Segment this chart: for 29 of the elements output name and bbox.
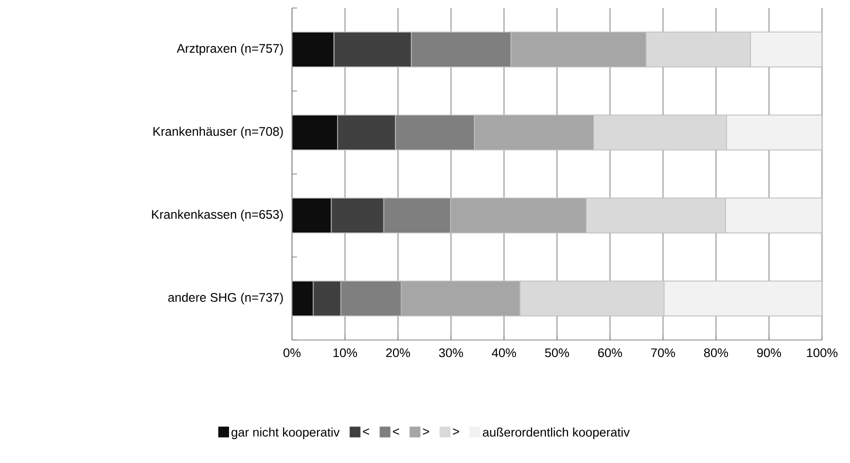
y-tick-label: Arztpraxen (n=757)	[176, 44, 283, 56]
x-tick-label: 90%	[757, 348, 782, 358]
legend-label: außerordentlich kooperativ	[482, 428, 630, 440]
legend-label: gar nicht kooperativ	[232, 428, 340, 440]
x-tick-label: 80%	[704, 348, 728, 358]
x-tick-label: 0%	[283, 348, 301, 358]
y-tick-label: Krankenhäuser (n=708)	[153, 126, 283, 138]
x-tick-label: 10%	[333, 348, 358, 358]
x-tick-label: 60%	[598, 348, 622, 358]
bar	[292, 32, 334, 68]
y-tick-label: andere SHG (n=737)	[168, 292, 283, 304]
bar	[725, 198, 822, 234]
x-tick-label: 30%	[439, 348, 464, 358]
bar	[292, 280, 314, 316]
legend-label: >	[452, 428, 460, 435]
y-tick-label: Krankenkassen (n=653)	[152, 210, 283, 222]
x-tick-label: 40%	[492, 348, 516, 358]
x-tick-label: 50%	[545, 348, 570, 358]
bar	[750, 32, 822, 68]
bar	[664, 280, 822, 316]
bar	[292, 198, 332, 234]
x-tick-label: 70%	[651, 348, 676, 358]
legend-label: >	[423, 428, 430, 435]
legend-label: <	[393, 428, 400, 435]
bar	[726, 114, 822, 150]
legend-label: <	[363, 428, 370, 435]
x-tick-label: 20%	[386, 348, 410, 358]
bar	[292, 114, 338, 150]
x-tick-label: 100%	[807, 348, 838, 358]
